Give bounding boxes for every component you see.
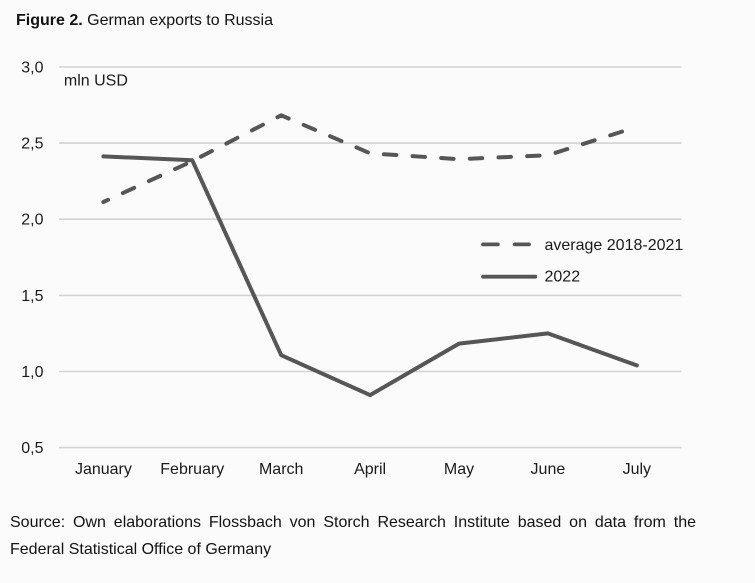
svg-text:0,5: 0,5 [21, 440, 43, 457]
svg-text:February: February [160, 461, 224, 478]
svg-text:mln USD: mln USD [64, 72, 128, 89]
svg-text:1,5: 1,5 [21, 288, 43, 305]
svg-text:1,0: 1,0 [21, 364, 43, 381]
svg-text:April: April [354, 461, 386, 478]
svg-text:2,5: 2,5 [21, 136, 43, 153]
svg-text:May: May [444, 461, 474, 478]
svg-text:June: June [531, 461, 566, 478]
svg-text:January: January [75, 461, 132, 478]
svg-text:2,0: 2,0 [21, 212, 43, 229]
svg-text:July: July [623, 461, 651, 478]
svg-text:3,0: 3,0 [21, 60, 43, 77]
svg-text:2022: 2022 [545, 268, 581, 285]
svg-text:average 2018-2021: average 2018-2021 [545, 237, 684, 254]
svg-text:March: March [259, 461, 303, 478]
